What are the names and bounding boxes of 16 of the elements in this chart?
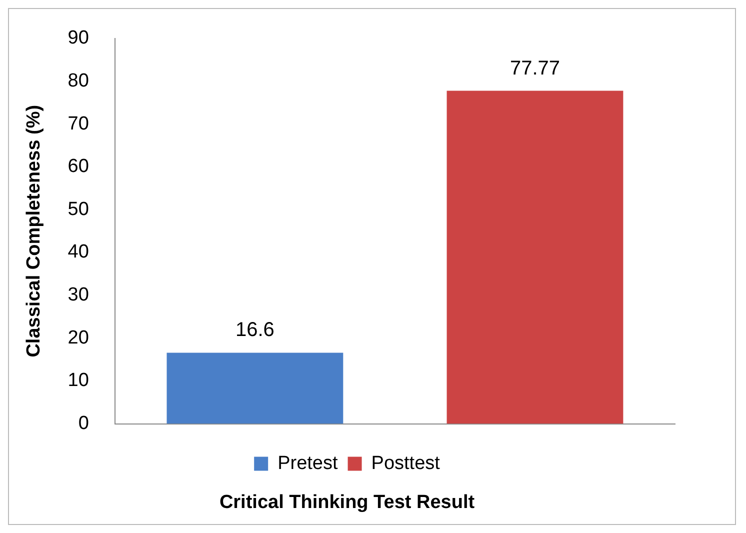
y-tick-label: 80 bbox=[68, 70, 89, 92]
y-tick-label: 40 bbox=[68, 242, 89, 263]
data-label: 77.77 bbox=[510, 57, 560, 80]
y-tick-label: 30 bbox=[68, 284, 89, 306]
x-axis-title: Critical Thinking Test Result bbox=[219, 492, 476, 513]
data-label: 16.6 bbox=[235, 319, 274, 342]
y-tick-label: 20 bbox=[68, 327, 89, 348]
y-tick-label: 70 bbox=[68, 113, 89, 134]
legend-label: Pretest bbox=[278, 452, 338, 474]
y-tick-label: 60 bbox=[68, 156, 89, 178]
y-tick-label: 50 bbox=[68, 198, 89, 220]
y-tick-label: 90 bbox=[68, 28, 89, 49]
y-tick-label: 0 bbox=[78, 413, 89, 434]
y-axis-title: Classical Completeness (%) bbox=[24, 104, 45, 358]
legend-label: Posttest bbox=[371, 452, 441, 474]
y-tick-label: 10 bbox=[68, 370, 89, 392]
